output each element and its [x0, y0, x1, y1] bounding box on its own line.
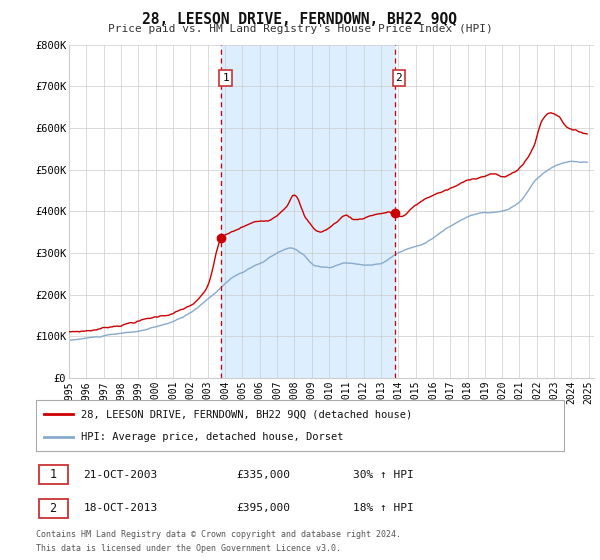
- Text: 28, LEESON DRIVE, FERNDOWN, BH22 9QQ (detached house): 28, LEESON DRIVE, FERNDOWN, BH22 9QQ (de…: [81, 409, 412, 419]
- Text: HPI: Average price, detached house, Dorset: HPI: Average price, detached house, Dors…: [81, 432, 343, 442]
- Text: 18% ↑ HPI: 18% ↑ HPI: [353, 503, 413, 514]
- Bar: [221, 45, 395, 378]
- FancyBboxPatch shape: [38, 499, 68, 517]
- Text: 1: 1: [222, 73, 229, 83]
- FancyBboxPatch shape: [38, 465, 68, 484]
- Text: 18-OCT-2013: 18-OCT-2013: [83, 503, 158, 514]
- Text: 30% ↑ HPI: 30% ↑ HPI: [353, 470, 413, 480]
- FancyBboxPatch shape: [36, 400, 564, 451]
- Text: Price paid vs. HM Land Registry's House Price Index (HPI): Price paid vs. HM Land Registry's House …: [107, 24, 493, 34]
- Text: Contains HM Land Registry data © Crown copyright and database right 2024.: Contains HM Land Registry data © Crown c…: [36, 530, 401, 539]
- Text: £395,000: £395,000: [236, 503, 290, 514]
- Text: 1: 1: [49, 468, 56, 481]
- Text: £335,000: £335,000: [236, 470, 290, 480]
- Text: 2: 2: [49, 502, 56, 515]
- Text: 2: 2: [395, 73, 402, 83]
- Text: This data is licensed under the Open Government Licence v3.0.: This data is licensed under the Open Gov…: [36, 544, 341, 553]
- Text: 28, LEESON DRIVE, FERNDOWN, BH22 9QQ: 28, LEESON DRIVE, FERNDOWN, BH22 9QQ: [143, 12, 458, 27]
- Text: 21-OCT-2003: 21-OCT-2003: [83, 470, 158, 480]
